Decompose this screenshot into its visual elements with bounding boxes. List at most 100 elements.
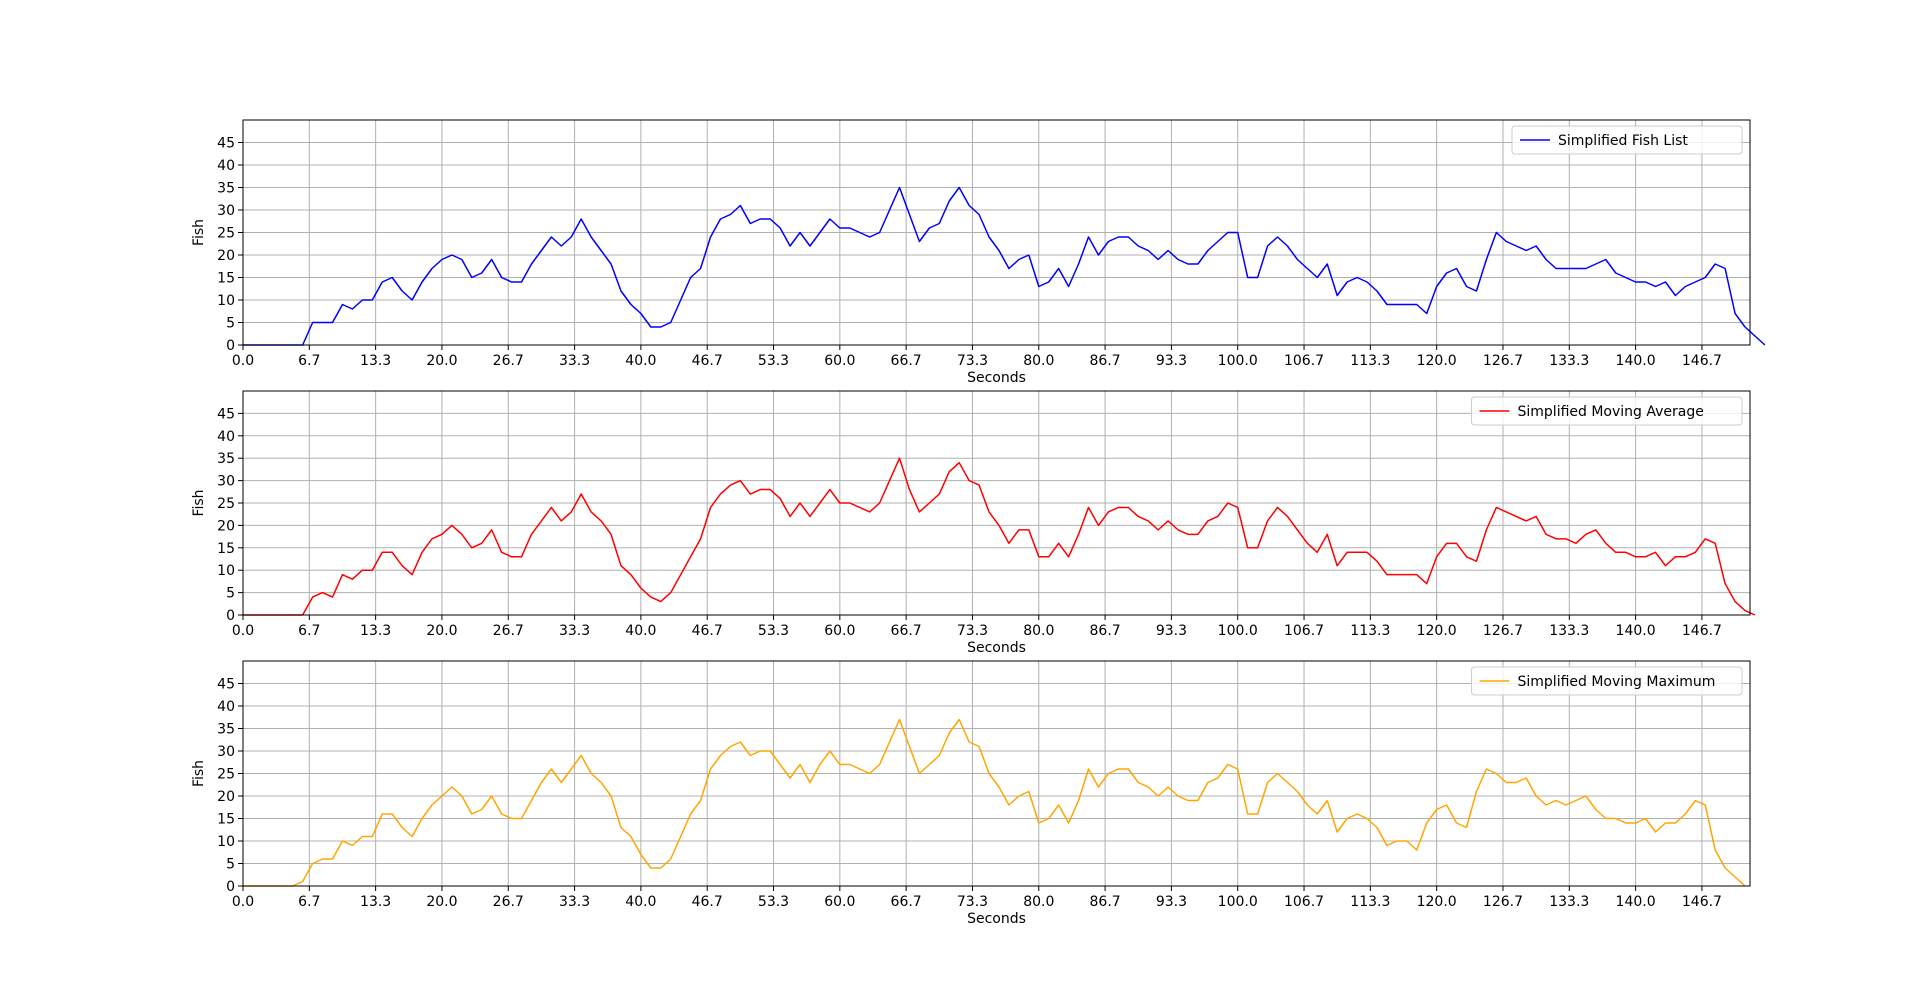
x-tick-label: 100.0: [1218, 623, 1258, 639]
x-tick-label: 133.3: [1549, 353, 1589, 369]
legend-box: [1471, 666, 1743, 696]
x-tick-label: 120.0: [1417, 353, 1457, 369]
x-tick-label: 140.0: [1616, 623, 1656, 639]
x-tick-label: 33.3: [559, 353, 590, 369]
y-tick-label: 5: [226, 586, 235, 602]
y-tick-label: 45: [217, 136, 235, 152]
x-tick-label: 113.3: [1350, 353, 1390, 369]
x-tick-label: 86.7: [1090, 623, 1121, 639]
y-tick-label: 15: [217, 541, 235, 557]
x-tick-label: 13.3: [360, 623, 391, 639]
x-tick-label: 60.0: [824, 353, 855, 369]
x-tick-label: 53.3: [758, 353, 789, 369]
moving-average-panel: 0 5 10 15 20 25 30 35 40 45 0.0 6.7 13.3 20.0 26.7 33.3…: [191, 390, 1756, 656]
x-tick-label: 140.0: [1616, 353, 1656, 369]
x-tick-label: 0.0: [232, 894, 254, 910]
x-tick-label: 86.7: [1090, 353, 1121, 369]
x-tick-label: 120.0: [1417, 894, 1457, 910]
y-tick-label: 25: [217, 226, 235, 242]
y-tick-label: 30: [217, 203, 235, 219]
x-tick-label: 113.3: [1350, 894, 1390, 910]
x-tick-label: 80.0: [1023, 894, 1054, 910]
x-tick-label: 6.7: [298, 353, 320, 369]
y-tick-label: 35: [217, 722, 235, 738]
y-tick-label: 0: [226, 879, 235, 895]
x-tick-label: 40.0: [625, 894, 656, 910]
x-tick-label: 120.0: [1417, 623, 1457, 639]
x-tick-label: 60.0: [824, 623, 855, 639]
x-tick-label: 80.0: [1023, 623, 1054, 639]
fish-list-panel: 0 5 10 15 20 25 30 35 40 45 0.0 6.7 13.3 20.0 26.7 33.3…: [191, 119, 1766, 386]
x-tick-label: 33.3: [559, 894, 590, 910]
x-tick-label: 73.3: [957, 353, 988, 369]
y-tick-label: 25: [217, 767, 235, 783]
y-tick-label: 20: [217, 789, 235, 805]
x-tick-label: 26.7: [493, 623, 524, 639]
x-tick-label: 146.7: [1682, 894, 1722, 910]
x-tick-label: 40.0: [625, 353, 656, 369]
y-tick-label: 10: [217, 834, 235, 850]
y-tick-label: 30: [217, 744, 235, 760]
legend-label: Simplified Moving Maximum: [1518, 674, 1716, 690]
legend-label: Simplified Moving Average: [1518, 404, 1704, 420]
y-tick-label: 15: [217, 271, 235, 287]
y-tick-label: 20: [217, 248, 235, 264]
y-tick-label: 0: [226, 338, 235, 354]
legend-box: [1471, 396, 1743, 426]
y-axis-label: Fish: [191, 760, 207, 787]
x-tick-label: 66.7: [891, 623, 922, 639]
x-tick-label: 106.7: [1284, 623, 1324, 639]
x-tick-label: 20.0: [426, 353, 457, 369]
series-line: [243, 186, 1766, 346]
y-tick-label: 35: [217, 181, 235, 197]
y-tick-label: 10: [217, 293, 235, 309]
x-axis-label: Seconds: [967, 911, 1026, 927]
x-tick-label: 113.3: [1350, 623, 1390, 639]
y-tick-label: 40: [217, 429, 235, 445]
x-tick-label: 93.3: [1156, 353, 1187, 369]
x-tick-label: 80.0: [1023, 353, 1054, 369]
x-tick-label: 0.0: [232, 623, 254, 639]
x-tick-label: 93.3: [1156, 894, 1187, 910]
x-tick-label: 146.7: [1682, 353, 1722, 369]
x-tick-label: 26.7: [493, 353, 524, 369]
y-tick-label: 45: [217, 406, 235, 422]
moving-maximum-panel: 0 5 10 15 20 25 30 35 40 45 0.0 6.7 13.3 20.0 26.7 33.3…: [191, 660, 1751, 927]
x-tick-label: 126.7: [1483, 353, 1523, 369]
x-tick-label: 140.0: [1616, 894, 1656, 910]
x-tick-label: 60.0: [824, 894, 855, 910]
x-tick-label: 20.0: [426, 623, 457, 639]
legend-label: Simplified Fish List: [1558, 133, 1688, 149]
y-tick-label: 40: [217, 158, 235, 174]
x-tick-label: 46.7: [692, 623, 723, 639]
x-tick-label: 126.7: [1483, 894, 1523, 910]
y-tick-label: 5: [226, 857, 235, 873]
x-tick-label: 6.7: [298, 623, 320, 639]
x-tick-label: 133.3: [1549, 623, 1589, 639]
x-axis-label: Seconds: [967, 640, 1026, 656]
y-tick-label: 20: [217, 518, 235, 534]
x-tick-label: 133.3: [1549, 894, 1589, 910]
x-tick-label: 106.7: [1284, 894, 1324, 910]
x-tick-label: 100.0: [1218, 894, 1258, 910]
x-tick-label: 73.3: [957, 623, 988, 639]
x-tick-label: 40.0: [625, 623, 656, 639]
y-tick-label: 15: [217, 812, 235, 828]
x-tick-label: 53.3: [758, 894, 789, 910]
x-tick-label: 106.7: [1284, 353, 1324, 369]
x-tick-label: 6.7: [298, 894, 320, 910]
x-tick-label: 73.3: [957, 894, 988, 910]
y-tick-label: 10: [217, 563, 235, 579]
x-tick-label: 66.7: [891, 894, 922, 910]
x-tick-label: 66.7: [891, 353, 922, 369]
y-tick-label: 30: [217, 474, 235, 490]
y-axis-label: Fish: [191, 489, 207, 516]
x-tick-label: 126.7: [1483, 623, 1523, 639]
x-tick-label: 53.3: [758, 623, 789, 639]
x-tick-label: 13.3: [360, 353, 391, 369]
x-tick-label: 33.3: [559, 623, 590, 639]
x-tick-label: 146.7: [1682, 623, 1722, 639]
y-tick-label: 0: [226, 608, 235, 624]
x-tick-label: 86.7: [1090, 894, 1121, 910]
